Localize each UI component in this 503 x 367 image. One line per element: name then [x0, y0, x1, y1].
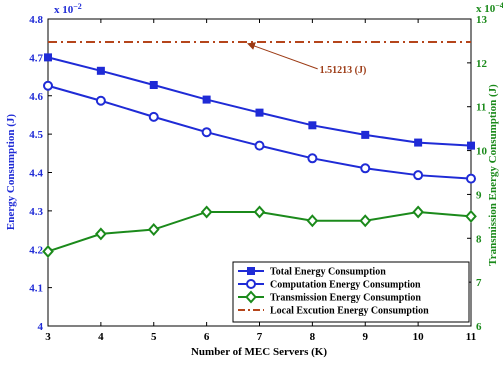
series-2-point — [43, 80, 53, 91]
left-tick-label: 4.3 — [29, 206, 43, 218]
right-tick-label: 10 — [476, 146, 488, 158]
annotation-layer: 1.51213 (J) — [247, 42, 367, 76]
series-1-point — [202, 95, 211, 104]
x-tick-label: 5 — [151, 331, 157, 343]
series-1-point — [414, 138, 423, 147]
right-tick-label: 7 — [476, 277, 482, 289]
series-3-point — [359, 214, 372, 228]
left-tick-label: 4.8 — [29, 14, 43, 26]
legend-label-1: Total Energy Consumption — [270, 267, 386, 278]
right-tick-label: 13 — [476, 14, 488, 26]
x-tick-label: 3 — [45, 331, 51, 343]
series-1-point — [467, 141, 475, 150]
x-tick-label: 4 — [98, 331, 104, 343]
series-1-point — [361, 130, 370, 139]
series-3-point — [306, 214, 319, 228]
right-exponent-label: x 10−4 — [476, 1, 503, 15]
series-3-point — [200, 205, 213, 219]
left-tick-label: 4 — [38, 321, 44, 333]
series-3-point — [412, 205, 424, 219]
legend-label-2: Computation Energy Consumption — [270, 280, 421, 291]
y-axis-label: Energy Consumption (J) — [5, 114, 17, 230]
x-axis-label: Number of MEC Servers (K) — [191, 346, 327, 358]
series-layer — [42, 41, 477, 258]
series-1-point — [308, 121, 317, 130]
right-tick-label: 8 — [476, 233, 482, 245]
series-2-point — [413, 170, 424, 181]
annotation-arrow — [247, 42, 318, 70]
left-tick-label: 4.6 — [29, 91, 43, 103]
series-3-point — [253, 205, 266, 219]
right-tick-label: 11 — [476, 102, 486, 114]
left-tick-label: 4.1 — [29, 283, 43, 295]
series-3-point — [42, 244, 54, 258]
right-tick-label: 9 — [476, 189, 482, 201]
legend: Total Energy Consumption Computation Ener… — [232, 261, 470, 323]
legend-box — [232, 261, 470, 323]
annotation-label: 1.51213 (J) — [320, 65, 367, 76]
left-tick-label: 4.5 — [29, 129, 43, 141]
x-tick-label: 7 — [257, 331, 263, 343]
left-tick-label: 4.7 — [29, 52, 43, 64]
right-tick-label: 6 — [476, 321, 482, 333]
right-tick-label: 12 — [476, 58, 488, 70]
series-1-point — [255, 108, 264, 117]
x-tick-label: 10 — [413, 331, 425, 343]
series-3-point — [465, 209, 477, 223]
series-1-point — [149, 81, 158, 90]
series-3-point — [95, 227, 107, 241]
series-3-point — [147, 223, 160, 237]
legend-marker-1 — [247, 267, 255, 275]
left-tick-label: 4.2 — [29, 244, 43, 256]
series-1-point — [44, 53, 52, 62]
series-2-point — [466, 173, 476, 184]
x-tick-label: 6 — [204, 331, 210, 343]
series-2-point — [360, 163, 371, 174]
left-tick-label: 4.4 — [29, 168, 43, 180]
legend-marker-3 — [245, 290, 257, 304]
series-1-point — [96, 66, 105, 75]
x-tick-label: 8 — [310, 331, 316, 343]
x-tick-label: 11 — [466, 331, 476, 343]
x-tick-label: 9 — [363, 331, 369, 343]
legend-marker-2 — [246, 279, 256, 289]
legend-label-4: Local Excution Energy Consumption — [270, 306, 429, 317]
series-2-point — [201, 127, 212, 138]
y2-axis-label: Transmission Energy Consumption (J) — [487, 84, 499, 266]
left-exponent-label: x 10−2 — [54, 2, 82, 16]
series-2-point — [307, 153, 318, 164]
series-2-point — [95, 95, 106, 106]
series-2-point — [148, 111, 159, 122]
series-2-point — [254, 140, 265, 151]
legend-label-3: Transmission Energy Consumption — [270, 293, 421, 304]
